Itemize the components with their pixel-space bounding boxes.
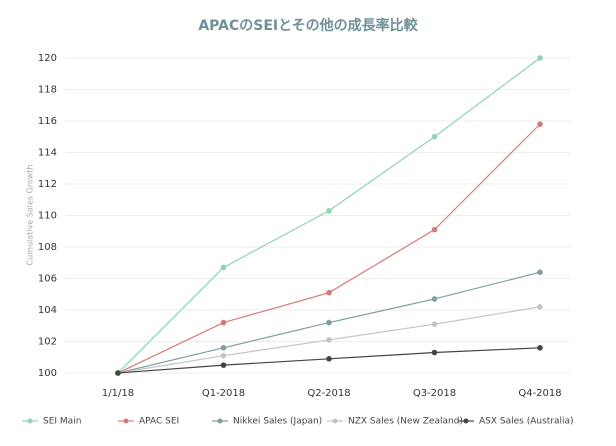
data-point bbox=[326, 337, 332, 343]
data-point bbox=[220, 264, 227, 271]
y-axis-label: Cumulative Sales Growth bbox=[26, 165, 35, 266]
data-point bbox=[537, 304, 543, 310]
y-tick-label: 100 bbox=[38, 368, 57, 379]
legend-label: NZX Sales (New Zealand) bbox=[348, 417, 463, 427]
legend-marker bbox=[332, 418, 338, 424]
y-tick-label: 108 bbox=[38, 242, 57, 253]
x-tick-label: Q2-2018 bbox=[307, 388, 350, 399]
data-point bbox=[326, 356, 332, 362]
y-tick-label: 120 bbox=[38, 53, 57, 64]
data-point bbox=[431, 296, 438, 302]
x-tick-label: Q3-2018 bbox=[413, 388, 456, 399]
data-point bbox=[326, 207, 332, 214]
chart-title: APACのSEIとその他の成長率比較 bbox=[198, 17, 418, 34]
y-tick-label: 102 bbox=[38, 337, 57, 348]
x-tick-label: Q1-2018 bbox=[202, 388, 245, 399]
x-tick-label: 1/1/18 bbox=[102, 388, 134, 399]
legend-marker bbox=[123, 418, 129, 424]
data-point bbox=[220, 362, 227, 368]
data-point bbox=[537, 269, 543, 276]
data-point bbox=[220, 319, 227, 326]
y-tick-label: 110 bbox=[38, 211, 57, 222]
data-point bbox=[220, 352, 227, 359]
legend: SEI Main APAC SEI Nikkei Sales (Japan) NZX … bbox=[22, 417, 574, 427]
legend-marker bbox=[27, 418, 33, 424]
data-point bbox=[326, 289, 332, 296]
legend-marker bbox=[463, 418, 469, 424]
data-point bbox=[115, 370, 121, 376]
legend-label: SEI Main bbox=[43, 417, 81, 427]
data-point bbox=[537, 121, 543, 127]
series-line bbox=[117, 123, 541, 374]
data-point bbox=[537, 345, 543, 351]
y-tick-label: 104 bbox=[38, 305, 57, 316]
y-tick-label: 114 bbox=[38, 148, 57, 159]
data-point bbox=[431, 321, 438, 327]
legend-label: Nikkei Sales (Japan) bbox=[233, 417, 322, 427]
data-point bbox=[431, 226, 438, 233]
data-point bbox=[431, 133, 438, 140]
legend-marker bbox=[217, 418, 223, 424]
x-tick-label: Q4-2018 bbox=[518, 388, 561, 399]
data-point bbox=[326, 319, 332, 326]
data-point bbox=[220, 345, 227, 351]
data-point bbox=[431, 349, 438, 356]
data-point bbox=[537, 55, 543, 61]
y-tick-label: 116 bbox=[38, 116, 57, 127]
legend-label: APAC SEI bbox=[139, 417, 179, 427]
y-tick-label: 106 bbox=[38, 274, 57, 285]
y-tick-label: 118 bbox=[38, 85, 57, 96]
legend-label: ASX Sales (Australia) bbox=[479, 417, 574, 427]
y-tick-label: 112 bbox=[38, 179, 57, 190]
